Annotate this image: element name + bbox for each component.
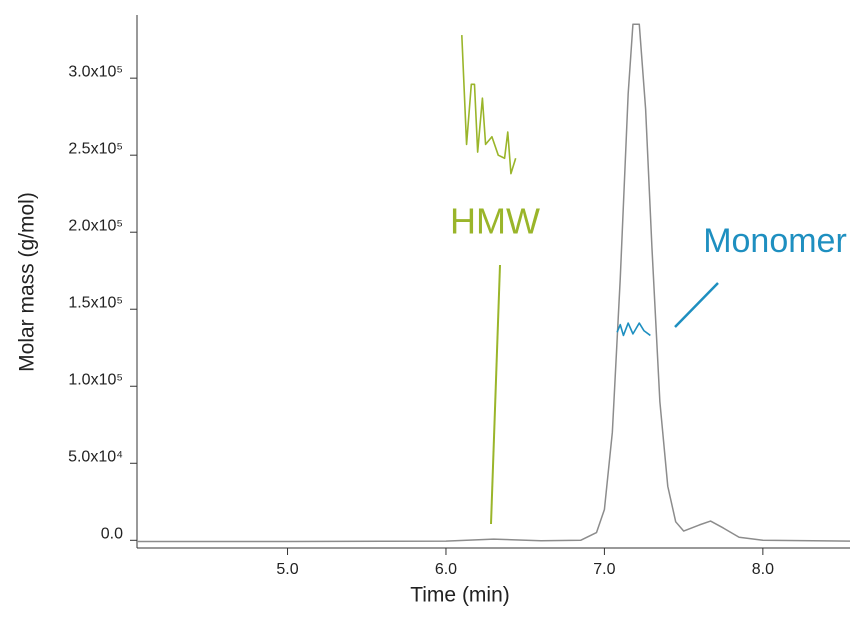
- annotation-label: HMW: [450, 201, 540, 242]
- y-tick-label: 2.0x10⁵: [68, 217, 123, 234]
- y-tick-label: 1.0x10⁵: [68, 371, 123, 388]
- y-tick-label: 2.5x10⁵: [68, 140, 123, 157]
- series-line: [616, 322, 651, 337]
- x-tick-label: 7.0: [593, 561, 615, 578]
- y-tick-label: 0.0: [101, 526, 123, 543]
- annotation-pointer: [674, 282, 719, 328]
- y-tick-label: 5.0x10⁴: [68, 448, 123, 465]
- series-line: [461, 34, 517, 175]
- y-tick-label: 3.0x10⁵: [68, 63, 123, 80]
- x-tick-label: 6.0: [435, 561, 457, 578]
- series-line: [137, 23, 851, 543]
- x-tick-label: 8.0: [752, 561, 774, 578]
- y-tick-label: 1.5x10⁵: [68, 294, 123, 311]
- x-axis-label: Time (min): [410, 584, 510, 607]
- y-axis-label: Molar mass (g/mol): [16, 192, 39, 372]
- x-tick-label: 5.0: [276, 561, 298, 578]
- annotation-label: Monomer: [703, 222, 847, 260]
- annotation-pointer: [490, 264, 501, 525]
